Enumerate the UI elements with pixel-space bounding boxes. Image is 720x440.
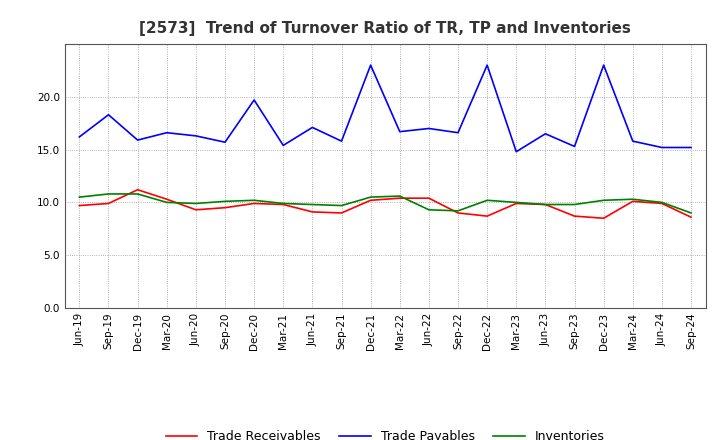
Inventories: [192, 201, 200, 206]
Trade Receivables: [483, 213, 492, 219]
Trade Payables: [75, 134, 84, 139]
Trade Payables: [425, 126, 433, 131]
Trade Payables: [366, 62, 375, 68]
Trade Receivables: [541, 202, 550, 207]
Trade Receivables: [570, 213, 579, 219]
Line: Trade Receivables: Trade Receivables: [79, 190, 691, 218]
Inventories: [395, 194, 404, 199]
Trade Payables: [220, 139, 229, 145]
Inventories: [687, 210, 696, 216]
Trade Receivables: [133, 187, 142, 192]
Inventories: [657, 200, 666, 205]
Inventories: [483, 198, 492, 203]
Trade Receivables: [192, 207, 200, 213]
Trade Payables: [163, 130, 171, 136]
Trade Receivables: [308, 209, 317, 215]
Trade Payables: [308, 125, 317, 130]
Trade Receivables: [366, 198, 375, 203]
Inventories: [512, 200, 521, 205]
Trade Payables: [133, 137, 142, 143]
Trade Payables: [483, 62, 492, 68]
Trade Receivables: [425, 195, 433, 201]
Line: Trade Payables: Trade Payables: [79, 65, 691, 152]
Trade Receivables: [250, 201, 258, 206]
Trade Receivables: [687, 215, 696, 220]
Inventories: [163, 200, 171, 205]
Trade Payables: [250, 97, 258, 103]
Trade Receivables: [75, 203, 84, 208]
Trade Payables: [570, 144, 579, 149]
Inventories: [133, 191, 142, 197]
Inventories: [366, 194, 375, 200]
Inventories: [570, 202, 579, 207]
Trade Payables: [599, 62, 608, 68]
Inventories: [454, 208, 462, 213]
Inventories: [220, 199, 229, 204]
Inventories: [250, 198, 258, 203]
Line: Inventories: Inventories: [79, 194, 691, 213]
Trade Receivables: [337, 210, 346, 216]
Inventories: [279, 201, 287, 206]
Inventories: [599, 198, 608, 203]
Inventories: [337, 203, 346, 208]
Trade Receivables: [395, 195, 404, 201]
Trade Receivables: [629, 199, 637, 204]
Trade Receivables: [104, 201, 113, 206]
Inventories: [425, 207, 433, 213]
Trade Receivables: [454, 210, 462, 216]
Trade Receivables: [599, 216, 608, 221]
Trade Receivables: [657, 201, 666, 206]
Trade Payables: [454, 130, 462, 136]
Trade Payables: [541, 131, 550, 136]
Inventories: [75, 194, 84, 200]
Trade Payables: [512, 149, 521, 154]
Inventories: [308, 202, 317, 207]
Trade Payables: [657, 145, 666, 150]
Trade Receivables: [279, 202, 287, 207]
Trade Payables: [104, 112, 113, 117]
Inventories: [541, 202, 550, 207]
Trade Payables: [192, 133, 200, 139]
Trade Receivables: [512, 201, 521, 206]
Inventories: [629, 197, 637, 202]
Trade Payables: [629, 139, 637, 144]
Trade Payables: [337, 139, 346, 144]
Trade Receivables: [220, 205, 229, 210]
Trade Payables: [687, 145, 696, 150]
Trade Payables: [279, 143, 287, 148]
Trade Payables: [395, 129, 404, 134]
Title: [2573]  Trend of Turnover Ratio of TR, TP and Inventories: [2573] Trend of Turnover Ratio of TR, TP…: [139, 21, 631, 36]
Inventories: [104, 191, 113, 197]
Trade Receivables: [163, 197, 171, 202]
Legend: Trade Receivables, Trade Payables, Inventories: Trade Receivables, Trade Payables, Inven…: [161, 425, 610, 440]
